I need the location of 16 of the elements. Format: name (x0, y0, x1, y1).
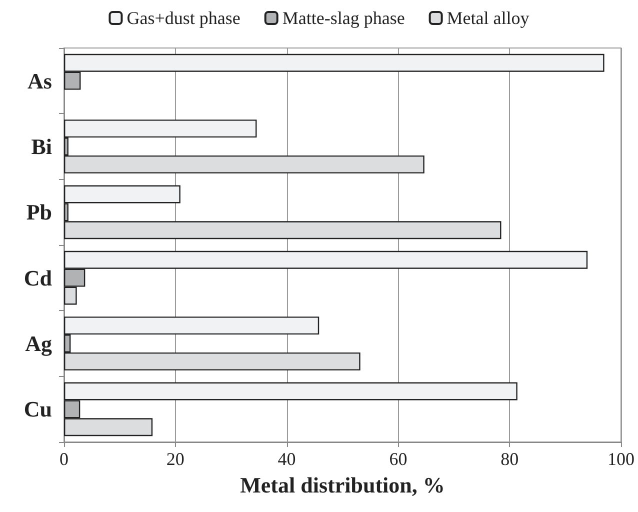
y-tick-label: Bi (31, 134, 52, 159)
x-tick-label: 0 (60, 449, 68, 469)
y-tick-label: Cu (24, 396, 52, 422)
x-tick-label: 100 (608, 449, 634, 469)
y-tick-label: As (28, 68, 52, 94)
x-axis-title: Metal distribution, % (240, 472, 445, 498)
legend-label: Gas+dust phase (126, 8, 240, 28)
legend-label: Matte-slag phase (282, 8, 405, 28)
x-tick-label: 40 (278, 449, 296, 469)
x-tick-label: 60 (389, 449, 408, 469)
y-tick-label: Pb (26, 200, 52, 225)
legend-label: Metal alloy (446, 8, 530, 28)
x-tick-label: 80 (500, 449, 519, 469)
x-tick-label: 20 (166, 449, 184, 469)
y-tick-label: Ag (25, 331, 52, 356)
y-tick-label: Cd (24, 265, 52, 290)
